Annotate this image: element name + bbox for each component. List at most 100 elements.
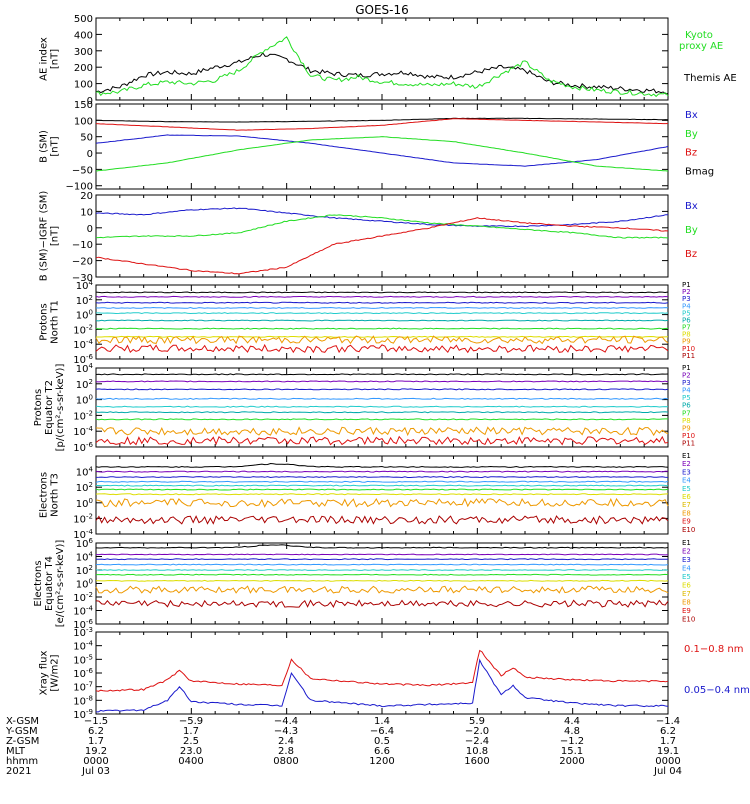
footer-row-label: Z-GSM [6,736,39,747]
footer-cell: −1.4 [656,716,680,727]
y-tick-label: 50 [80,133,93,144]
legend-label: P8 [682,417,691,425]
series-line [95,497,669,508]
y-tick-label: 10-2 [73,323,93,336]
series-line [95,488,669,491]
series-line [95,426,669,437]
y-tick-label: 20 [80,191,93,202]
footer-cell: 0000 [655,756,680,767]
y-tick-label: 100 [76,309,93,322]
footer-cell: 15.1 [561,746,583,757]
series-line [95,52,669,95]
axis-label: [nT] [50,49,61,69]
legend-label: E7 [682,590,691,598]
y-tick-label: −30 [72,273,93,284]
series-line [95,117,669,123]
series-line [95,462,669,468]
series-line [95,599,669,608]
axis-label: Electrons [39,472,50,518]
legend-label: E2 [682,460,691,468]
footer-cell: 1.7 [88,736,104,747]
y-tick-label: −20 [72,257,93,268]
y-tick-label: 10-4 [73,338,93,351]
series-line [95,118,669,131]
footer-cell: 0000 [83,756,108,767]
y-tick-label: 10-7 [73,681,93,694]
panel-8: Xray flux [W/m2] 0.1−0.8 nm 0.05−0.4 nm [39,631,750,715]
y-tick-label: 10-6 [73,618,93,631]
footer-cell: 5.9 [469,716,485,727]
legend-label: P5 [682,309,691,317]
footer-cell: 6.2 [660,726,676,737]
legend-label: 0.1−0.8 nm [684,644,743,655]
series-line [95,649,669,692]
panel-frame [95,455,669,535]
series-line [95,217,669,275]
y-tick-label: 150 [74,100,93,111]
series-line [96,573,669,576]
legend-label: P10 [682,345,695,353]
legend-label: E10 [682,526,695,534]
series-line [96,558,668,561]
series-line [96,214,669,239]
footer-row-label: X-GSM [6,716,39,727]
legend-label: P1 [682,364,691,372]
series-line [95,569,669,571]
legend-label: P7 [682,324,691,332]
footer-cell: 6.6 [374,746,390,757]
axis-label: B (SM)−IGRF (SM) [39,191,50,282]
legend-label: P6 [682,316,691,324]
y-tick-label: 10-6 [73,353,93,366]
series-line [95,388,669,391]
footer-cell: Jul 03 [81,766,110,777]
series-line [95,435,669,446]
footer-cell: 19.1 [657,746,679,757]
axis-label: B (SM) [39,130,50,163]
series-line [95,291,669,294]
series-line [95,418,668,421]
series-line [95,563,669,566]
y-tick-label: 102 [76,481,93,494]
legend-label: 0.05−0.4 nm [684,685,750,696]
footer-cell: 2.5 [183,736,199,747]
legend-label: Bmag [685,166,714,177]
footer-cell: −1.5 [84,716,108,727]
legend-label: P9 [682,424,691,432]
axis-label: North T1 [50,300,61,344]
series-line [95,411,669,414]
legend-label: P3 [682,379,691,387]
series-line [95,476,669,479]
y-tick-label: 10-3 [73,626,93,639]
legend-label: E2 [682,548,691,556]
panel-frame [95,17,669,101]
y-tick-label: 100 [76,497,93,510]
series-line [95,405,669,408]
y-tick-label: 10-8 [73,694,93,707]
panel-2: B (SM) [nT] Bx By Bz Bmag [39,103,714,190]
legend-label: E5 [682,573,691,581]
footer-cell: 23.0 [180,746,202,757]
footer-cell: −5.9 [179,716,203,727]
y-tick-label: 104 [76,362,94,375]
y-tick-label: −100 [66,182,93,193]
axis-label: Xray flux [39,651,50,696]
footer-cell: 1.4 [374,716,390,727]
legend-label: P3 [682,295,691,303]
legend-label: E3 [682,468,691,476]
legend-label: Kyoto [685,30,713,41]
y-tick-label: 10-4 [73,528,93,541]
axis-label: Protons [33,389,44,426]
y-tick-label: 10-2 [73,409,93,422]
legend-label: P11 [682,352,695,360]
footer-cell: 4.8 [564,726,580,737]
series-line [95,480,669,483]
panel-7: Electrons Equator T4 [e/(cm²-s-sr-keV)] E1E… [33,539,695,627]
footer-cell: 2.4 [278,736,294,747]
y-tick-label: 10-4 [73,640,93,653]
legend-label: E9 [682,607,691,615]
y-tick-label: −10 [72,240,93,251]
y-tick-label: 100 [76,578,93,591]
legend-label: Bz [685,148,697,159]
